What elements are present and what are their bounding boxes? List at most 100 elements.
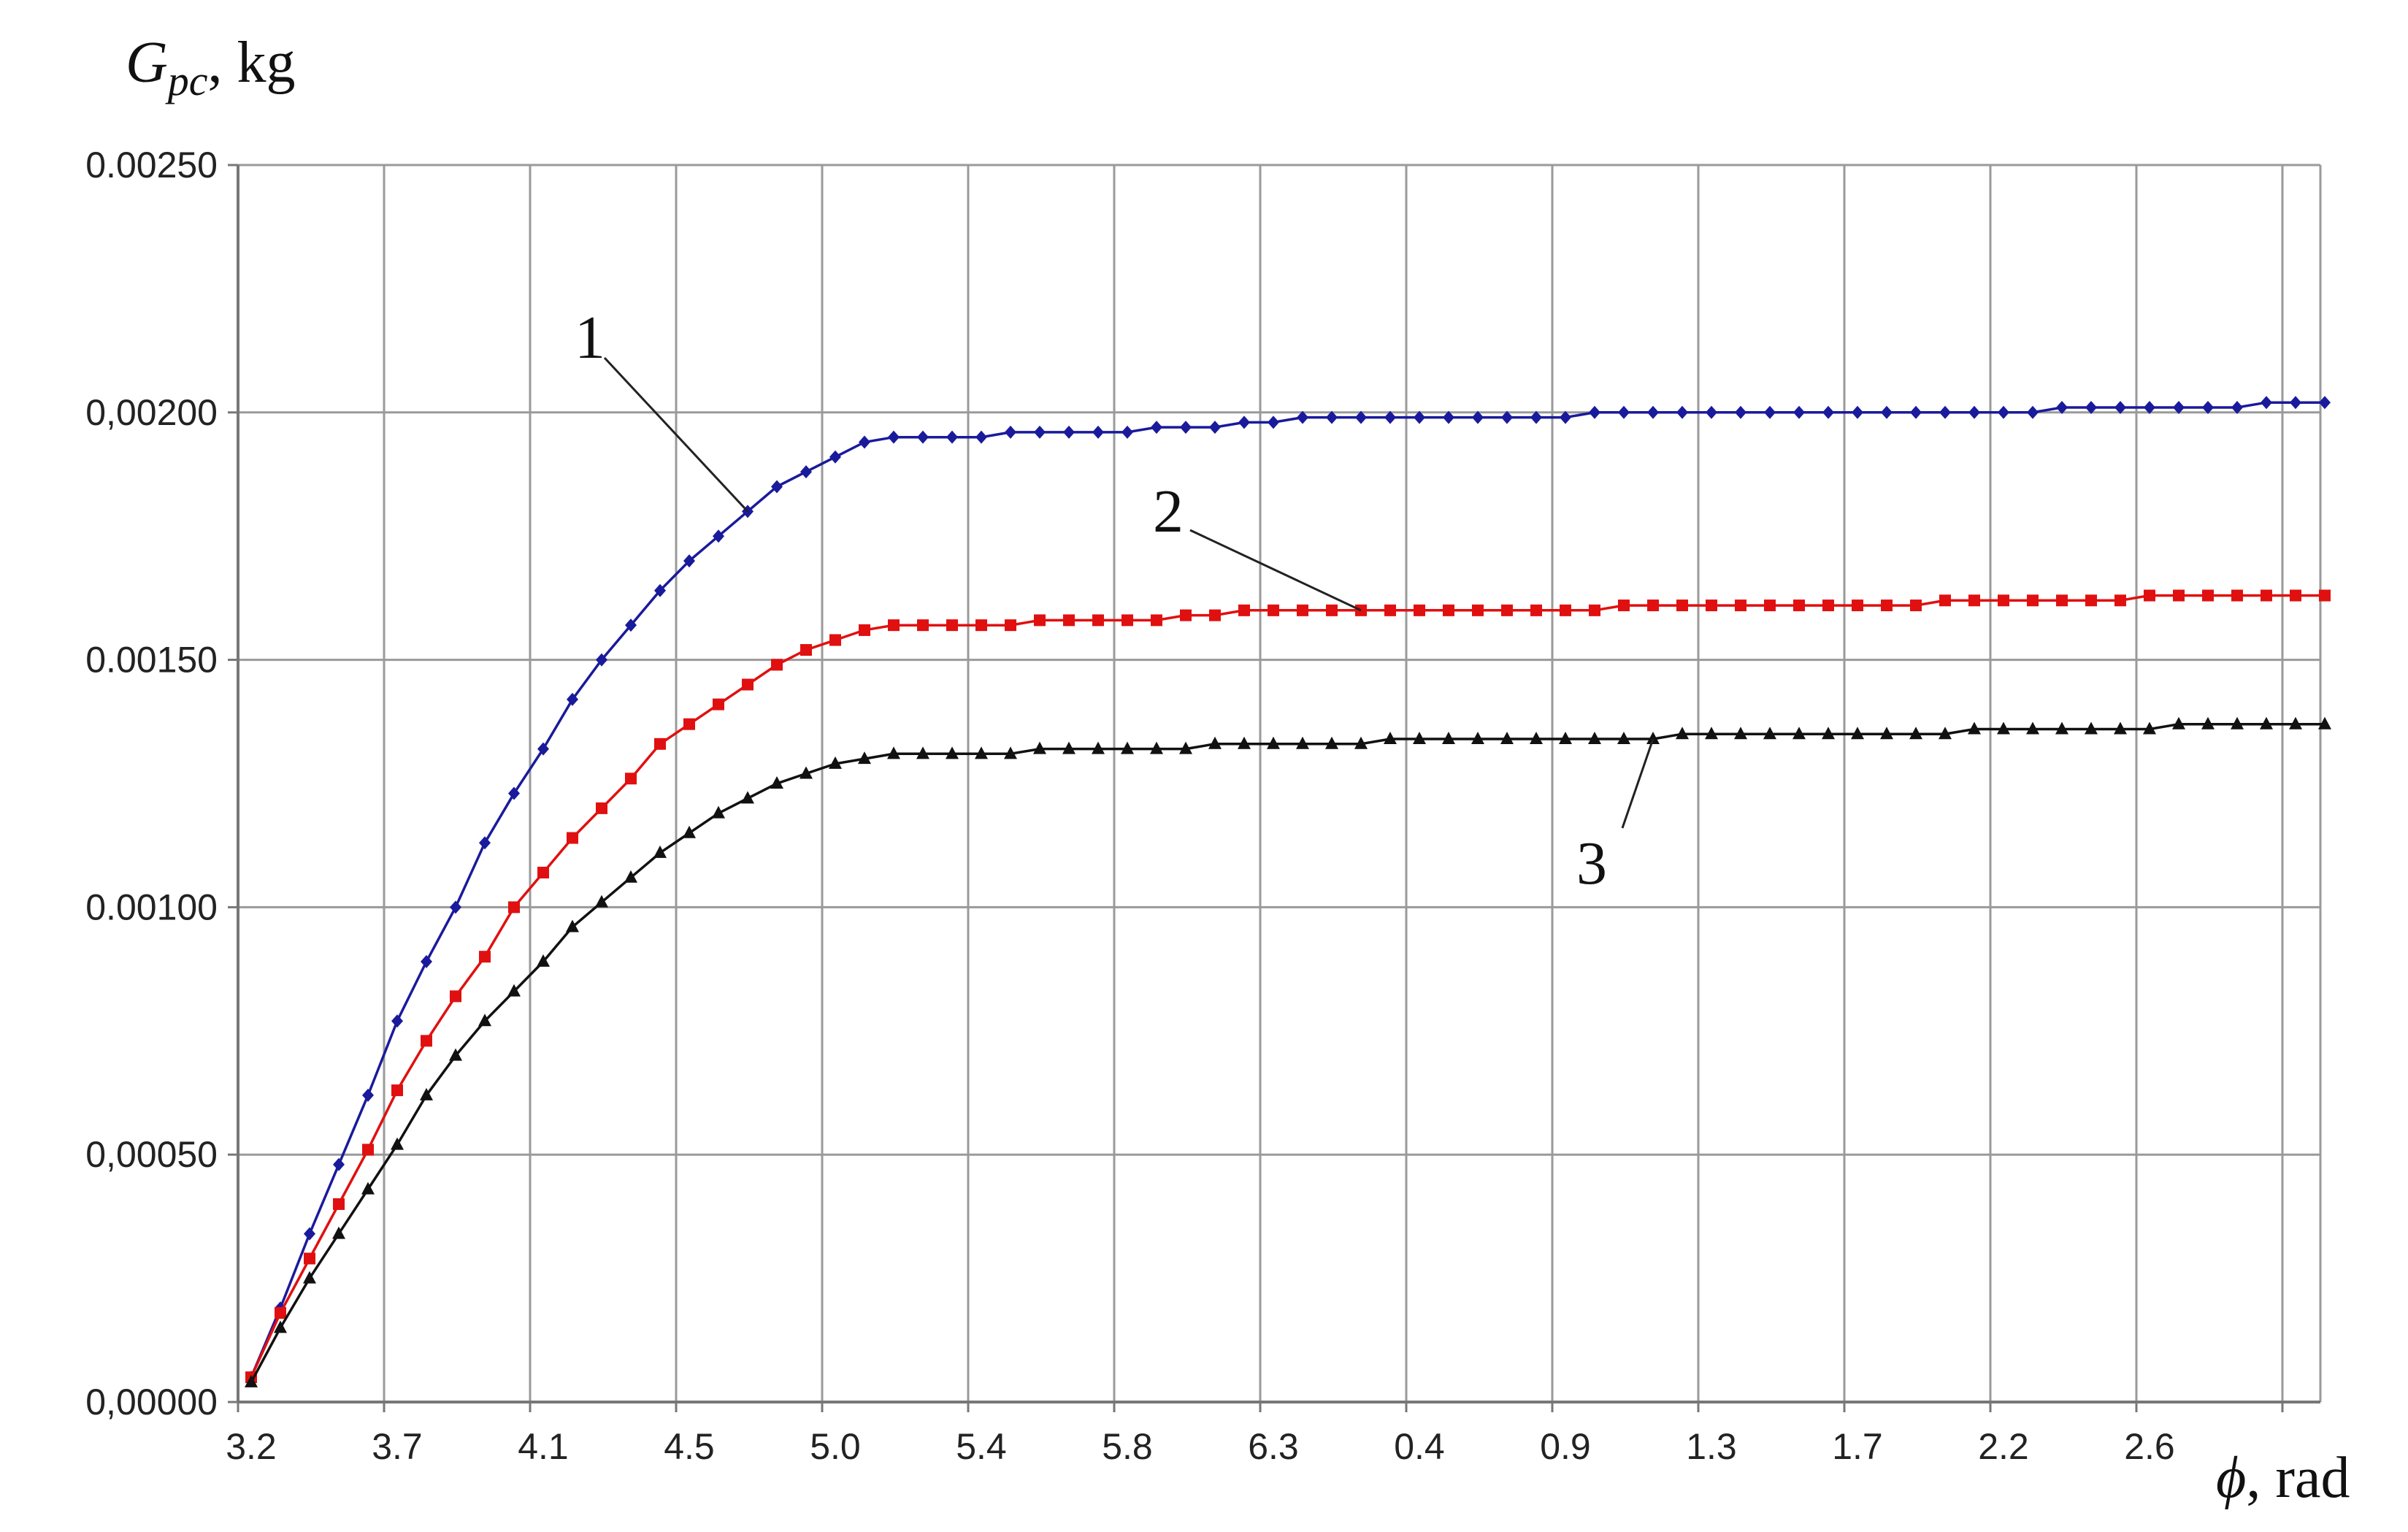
data-point [1472, 604, 1484, 616]
data-point [683, 554, 695, 568]
y-tick-label: 0.00250 [85, 145, 218, 185]
data-point [1939, 405, 1951, 419]
data-point [1763, 727, 1776, 740]
data-point [888, 430, 900, 444]
data-point [2261, 396, 2272, 410]
data-point [975, 619, 987, 632]
data-point [1793, 600, 1805, 612]
data-point [1881, 405, 1893, 419]
data-point [1939, 727, 1952, 740]
data-point [1530, 410, 1542, 424]
data-point [2143, 721, 2156, 735]
data-point [1180, 609, 1192, 621]
data-point [508, 786, 520, 800]
data-point [2173, 589, 2185, 602]
data-point [421, 1035, 432, 1047]
data-point [1062, 741, 1075, 754]
data-point [1121, 614, 1133, 627]
data-point [1500, 732, 1514, 745]
data-point [596, 653, 607, 667]
data-point [537, 742, 549, 756]
x-tick-label: 3.2 [226, 1426, 277, 1467]
data-point [1414, 604, 1425, 616]
series-group [245, 396, 2331, 1387]
data-point [2261, 589, 2272, 602]
data-point [1822, 727, 1835, 740]
x-tick-label: 5.8 [1102, 1426, 1153, 1467]
data-point [1034, 425, 1046, 439]
y-axis-label: Gpc, kg [126, 31, 296, 104]
data-point [829, 756, 842, 769]
data-point [1238, 736, 1251, 749]
x-tick-label: 0.4 [1394, 1426, 1445, 1467]
data-point [1968, 405, 1980, 419]
data-point [361, 1181, 375, 1195]
data-point [917, 619, 929, 632]
data-point [1471, 732, 1484, 745]
data-point [829, 634, 841, 646]
data-point [859, 624, 870, 636]
data-point [1325, 736, 1338, 749]
data-point [1384, 410, 1396, 424]
data-point [1968, 594, 1980, 607]
data-point [917, 430, 929, 444]
tick-labels: 0,00000 0,00050 0.00100 0.00150 0,00200 0.002… [85, 145, 2175, 1467]
data-point [2085, 401, 2097, 415]
data-point [1442, 732, 1455, 745]
data-point [712, 805, 725, 819]
data-point [1063, 425, 1075, 439]
x-tick-label: 1.3 [1686, 1426, 1737, 1467]
data-point [1384, 732, 1397, 745]
data-point [1647, 600, 1659, 612]
data-point [859, 435, 870, 449]
data-point [916, 746, 929, 759]
data-point [1852, 405, 1863, 419]
data-point [1384, 604, 1396, 616]
data-point [1326, 604, 1338, 616]
data-point [537, 954, 550, 967]
data-point [1208, 736, 1222, 749]
data-point [975, 430, 987, 444]
data-point [1560, 604, 1571, 616]
data-point [771, 480, 783, 494]
data-point [946, 746, 959, 759]
data-point [1209, 421, 1221, 434]
data-point [1676, 600, 1688, 612]
data-point [1092, 425, 1104, 439]
callout-line-2 [1189, 529, 1362, 612]
data-point [1734, 727, 1747, 740]
data-point [2318, 716, 2331, 729]
data-point [975, 746, 988, 759]
data-point [1005, 425, 1016, 439]
data-point [742, 678, 754, 691]
data-point [770, 776, 783, 789]
data-point [333, 1157, 345, 1171]
data-point [1588, 732, 1601, 745]
data-point [1909, 727, 1922, 740]
data-point [304, 1252, 315, 1265]
data-point [1910, 600, 1922, 612]
data-point [1151, 614, 1162, 627]
data-point [1238, 415, 1250, 429]
grid [237, 164, 2322, 1403]
data-point [1676, 405, 1688, 419]
callout-line-3 [1621, 738, 1654, 829]
data-point [362, 1144, 374, 1156]
data-point [1792, 727, 1806, 740]
data-point [1968, 721, 1981, 735]
data-point [1822, 405, 1834, 419]
data-point [1092, 614, 1104, 627]
data-point [2202, 589, 2214, 602]
data-point [1735, 405, 1746, 419]
data-point [1530, 604, 1542, 616]
data-point [2172, 716, 2185, 729]
data-point [1151, 421, 1162, 434]
data-point [654, 583, 666, 597]
data-point [858, 751, 871, 765]
data-point [2085, 721, 2098, 735]
data-point [2290, 396, 2301, 410]
y-tick-label: 0.00150 [85, 640, 218, 681]
data-point [1676, 727, 1689, 740]
data-point [1413, 732, 1426, 745]
callout-label-1: 1 [575, 304, 605, 372]
